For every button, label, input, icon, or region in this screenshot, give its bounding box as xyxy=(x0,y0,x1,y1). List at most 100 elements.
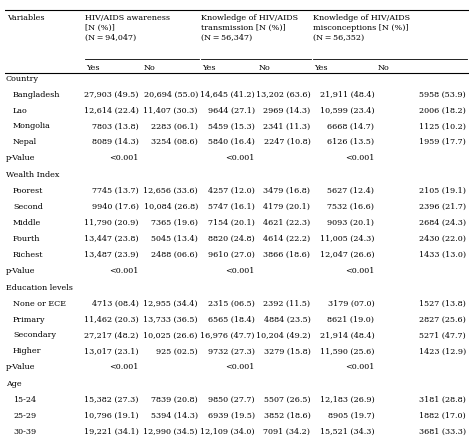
Text: No: No xyxy=(258,64,270,72)
Text: HIV/AIDS awareness
[N (%)]
(N = 94,047): HIV/AIDS awareness [N (%)] (N = 94,047) xyxy=(85,14,170,42)
Text: 3852 (18.6): 3852 (18.6) xyxy=(264,412,310,420)
Text: 10,025 (26.6): 10,025 (26.6) xyxy=(144,332,198,339)
Text: 2396 (21.7): 2396 (21.7) xyxy=(419,203,466,211)
Text: 3181 (28.8): 3181 (28.8) xyxy=(419,396,466,404)
Text: 6126 (13.5): 6126 (13.5) xyxy=(328,138,374,146)
Text: 13,733 (36.5): 13,733 (36.5) xyxy=(143,316,198,324)
Text: 27,217 (48.2): 27,217 (48.2) xyxy=(84,332,138,339)
Text: 3254 (08.6): 3254 (08.6) xyxy=(151,138,198,146)
Text: 6565 (18.4): 6565 (18.4) xyxy=(208,316,255,324)
Text: 11,407 (30.3): 11,407 (30.3) xyxy=(144,106,198,115)
Text: p-Value: p-Value xyxy=(6,267,35,275)
Text: 925 (02.5): 925 (02.5) xyxy=(156,347,198,355)
Text: 10,796 (19.1): 10,796 (19.1) xyxy=(84,412,138,420)
Text: 9644 (27.1): 9644 (27.1) xyxy=(208,106,255,115)
Text: <0.001: <0.001 xyxy=(225,363,255,371)
Text: Primary: Primary xyxy=(13,316,46,324)
Text: 5958 (53.9): 5958 (53.9) xyxy=(419,91,466,99)
Text: 12,955 (34.4): 12,955 (34.4) xyxy=(143,300,198,308)
Text: 1882 (17.0): 1882 (17.0) xyxy=(419,412,466,420)
Text: 3279 (15.8): 3279 (15.8) xyxy=(264,347,310,355)
Text: 19,221 (34.1): 19,221 (34.1) xyxy=(83,428,138,436)
Text: Knowledge of HIV/AIDS
misconceptions [N (%)]
(N = 56,352): Knowledge of HIV/AIDS misconceptions [N … xyxy=(313,14,410,42)
Text: 4179 (20.1): 4179 (20.1) xyxy=(264,203,310,211)
Text: No: No xyxy=(378,64,390,72)
Text: 12,614 (22.4): 12,614 (22.4) xyxy=(83,106,138,115)
Text: 3866 (18.6): 3866 (18.6) xyxy=(264,251,310,259)
Text: 11,462 (20.3): 11,462 (20.3) xyxy=(84,316,138,324)
Text: 12,656 (33.6): 12,656 (33.6) xyxy=(143,187,198,195)
Text: 30-39: 30-39 xyxy=(13,428,36,436)
Text: Age: Age xyxy=(6,380,21,389)
Text: 20,694 (55.0): 20,694 (55.0) xyxy=(144,91,198,99)
Text: 4713 (08.4): 4713 (08.4) xyxy=(91,300,138,308)
Text: 16,976 (47.7): 16,976 (47.7) xyxy=(200,332,255,339)
Text: 14,645 (41.2): 14,645 (41.2) xyxy=(200,91,255,99)
Text: 6668 (14.7): 6668 (14.7) xyxy=(328,123,374,131)
Text: 4257 (12.0): 4257 (12.0) xyxy=(208,187,255,195)
Text: 12,109 (34.0): 12,109 (34.0) xyxy=(200,428,255,436)
Text: 5627 (12.4): 5627 (12.4) xyxy=(328,187,374,195)
Text: 1125 (10.2): 1125 (10.2) xyxy=(419,123,466,131)
Text: <0.001: <0.001 xyxy=(109,267,138,275)
Text: 2006 (18.2): 2006 (18.2) xyxy=(419,106,466,115)
Text: Higher: Higher xyxy=(13,347,42,355)
Text: 8621 (19.0): 8621 (19.0) xyxy=(328,316,374,324)
Text: 9850 (27.7): 9850 (27.7) xyxy=(208,396,255,404)
Text: 10,204 (49.2): 10,204 (49.2) xyxy=(256,332,310,339)
Text: 11,790 (20.9): 11,790 (20.9) xyxy=(84,219,138,227)
Text: 2247 (10.8): 2247 (10.8) xyxy=(264,138,310,146)
Text: Yes: Yes xyxy=(86,64,100,72)
Text: 3479 (16.8): 3479 (16.8) xyxy=(264,187,310,195)
Text: 9940 (17.6): 9940 (17.6) xyxy=(91,203,138,211)
Text: 9610 (27.0): 9610 (27.0) xyxy=(208,251,255,259)
Text: <0.001: <0.001 xyxy=(225,154,255,162)
Text: 2341 (11.3): 2341 (11.3) xyxy=(263,123,310,131)
Text: Bangladesh: Bangladesh xyxy=(13,91,61,99)
Text: 12,990 (34.5): 12,990 (34.5) xyxy=(143,428,198,436)
Text: 5271 (47.7): 5271 (47.7) xyxy=(419,332,466,339)
Text: 13,202 (63.6): 13,202 (63.6) xyxy=(255,91,310,99)
Text: 10,084 (26.8): 10,084 (26.8) xyxy=(144,203,198,211)
Text: 2488 (06.6): 2488 (06.6) xyxy=(151,251,198,259)
Text: 12,047 (26.6): 12,047 (26.6) xyxy=(320,251,374,259)
Text: 25-29: 25-29 xyxy=(13,412,36,420)
Text: 5045 (13.4): 5045 (13.4) xyxy=(151,235,198,243)
Text: 5747 (16.1): 5747 (16.1) xyxy=(208,203,255,211)
Text: 5459 (15.3): 5459 (15.3) xyxy=(208,123,255,131)
Text: 15,382 (27.3): 15,382 (27.3) xyxy=(84,396,138,404)
Text: <0.001: <0.001 xyxy=(345,154,374,162)
Text: 27,903 (49.5): 27,903 (49.5) xyxy=(84,91,138,99)
Text: 13,017 (23.1): 13,017 (23.1) xyxy=(84,347,138,355)
Text: Education levels: Education levels xyxy=(6,284,73,292)
Text: 2969 (14.3): 2969 (14.3) xyxy=(263,106,310,115)
Text: 8905 (19.7): 8905 (19.7) xyxy=(328,412,374,420)
Text: 2315 (06.5): 2315 (06.5) xyxy=(208,300,255,308)
Text: 7091 (34.2): 7091 (34.2) xyxy=(264,428,310,436)
Text: 5840 (16.4): 5840 (16.4) xyxy=(208,138,255,146)
Text: 7745 (13.7): 7745 (13.7) xyxy=(92,187,138,195)
Text: Lao: Lao xyxy=(13,106,28,115)
Text: Knowledge of HIV/AIDS
transmission [N (%)]
(N = 56,347): Knowledge of HIV/AIDS transmission [N (%… xyxy=(201,14,298,42)
Text: Variables: Variables xyxy=(7,14,44,22)
Text: Mongolia: Mongolia xyxy=(13,123,51,131)
Text: 1527 (13.8): 1527 (13.8) xyxy=(419,300,466,308)
Text: Nepal: Nepal xyxy=(13,138,37,146)
Text: 4884 (23.5): 4884 (23.5) xyxy=(264,316,310,324)
Text: 13,487 (23.9): 13,487 (23.9) xyxy=(84,251,138,259)
Text: 7365 (19.6): 7365 (19.6) xyxy=(151,219,198,227)
Text: Middle: Middle xyxy=(13,219,41,227)
Text: 8089 (14.3): 8089 (14.3) xyxy=(91,138,138,146)
Text: 2392 (11.5): 2392 (11.5) xyxy=(263,300,310,308)
Text: 4621 (22.3): 4621 (22.3) xyxy=(263,219,310,227)
Text: Wealth Index: Wealth Index xyxy=(6,171,59,179)
Text: 6939 (19.5): 6939 (19.5) xyxy=(208,412,255,420)
Text: 4614 (22.2): 4614 (22.2) xyxy=(263,235,310,243)
Text: 1423 (12.9): 1423 (12.9) xyxy=(419,347,466,355)
Text: Yes: Yes xyxy=(202,64,216,72)
Text: Fourth: Fourth xyxy=(13,235,41,243)
Text: 7532 (16.6): 7532 (16.6) xyxy=(328,203,374,211)
Text: Yes: Yes xyxy=(315,64,328,72)
Text: 21,911 (48.4): 21,911 (48.4) xyxy=(320,91,374,99)
Text: 9093 (20.1): 9093 (20.1) xyxy=(328,219,374,227)
